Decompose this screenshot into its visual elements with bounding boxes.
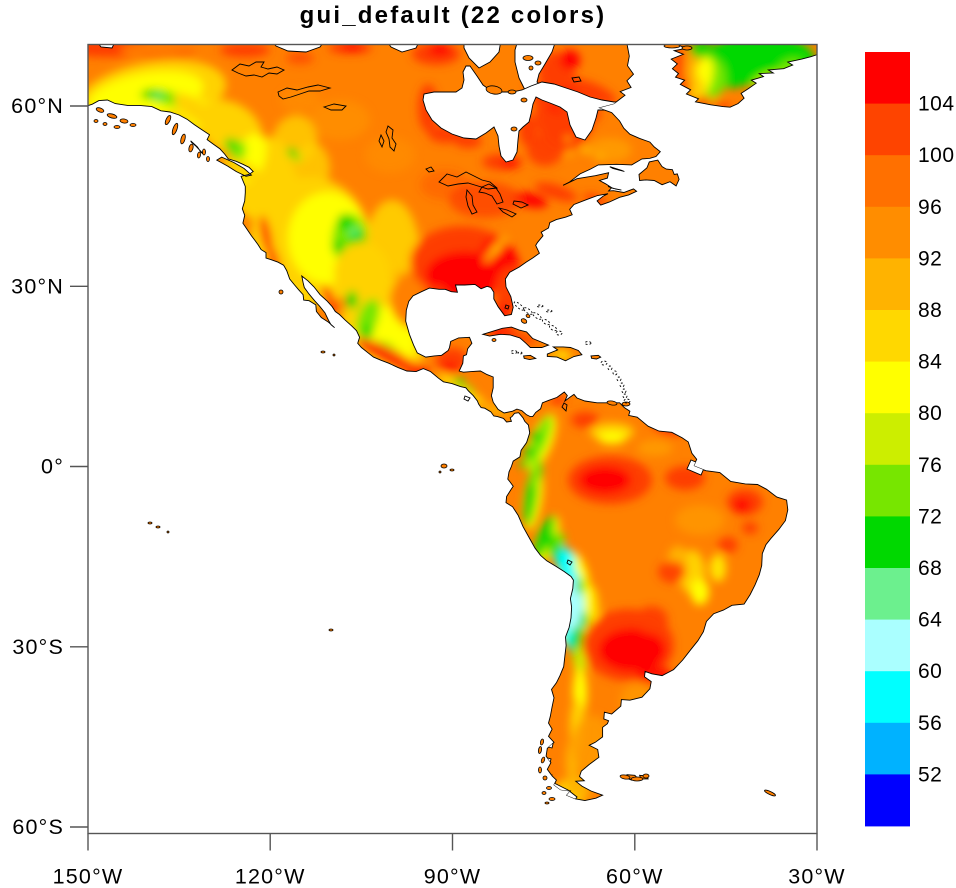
svg-text:84: 84	[918, 351, 942, 374]
svg-text:88: 88	[918, 299, 942, 322]
svg-text:60°N: 60°N	[11, 94, 64, 118]
svg-text:0°: 0°	[41, 455, 64, 479]
svg-text:96: 96	[918, 196, 942, 219]
svg-text:56: 56	[918, 712, 942, 735]
svg-text:120°W: 120°W	[235, 865, 306, 888]
svg-text:76: 76	[918, 454, 942, 477]
svg-text:150°W: 150°W	[53, 865, 124, 888]
svg-text:104: 104	[918, 93, 955, 116]
svg-text:92: 92	[918, 247, 942, 270]
svg-text:72: 72	[918, 505, 942, 528]
svg-text:68: 68	[918, 557, 942, 580]
svg-text:30°W: 30°W	[788, 865, 846, 888]
svg-text:60°S: 60°S	[12, 815, 64, 839]
svg-text:gui_default (22 colors): gui_default (22 colors)	[300, 2, 607, 29]
svg-text:30°S: 30°S	[12, 635, 64, 659]
svg-text:80: 80	[918, 402, 942, 425]
svg-text:64: 64	[918, 609, 942, 632]
svg-text:100: 100	[918, 144, 955, 167]
svg-text:60°W: 60°W	[606, 865, 664, 888]
svg-text:30°N: 30°N	[11, 274, 64, 298]
svg-text:52: 52	[918, 763, 942, 786]
svg-text:60: 60	[918, 660, 942, 683]
svg-text:90°W: 90°W	[424, 865, 482, 888]
